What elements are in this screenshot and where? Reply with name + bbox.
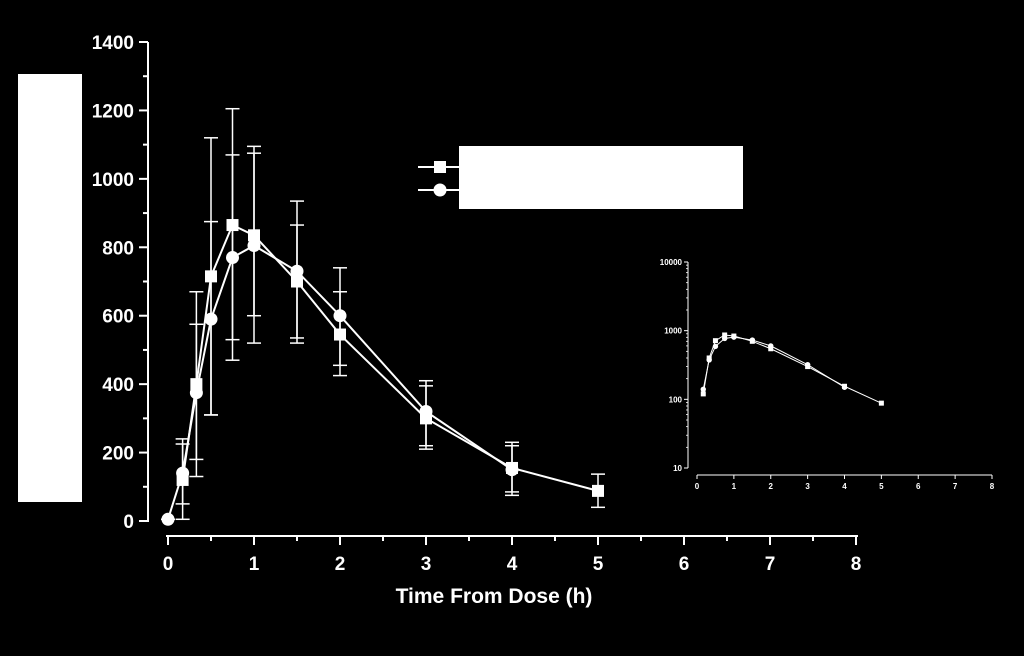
inset-x-tick-label: 3 (805, 482, 810, 491)
inset-series-circle-point (731, 334, 737, 340)
x-tick-label: 0 (163, 554, 174, 575)
inset-series-square-line (702, 334, 882, 404)
y-tick-label: 0 (123, 512, 134, 533)
inset-x-tick-label: 5 (879, 482, 884, 491)
legend-square-marker (434, 161, 446, 173)
y-tick-label: 1400 (92, 33, 134, 54)
series-circle-point (247, 239, 261, 253)
inset-x-tick-label: 2 (769, 482, 774, 491)
inset-series-square-point (722, 332, 728, 338)
inset-series-circle-point (712, 343, 719, 350)
inset-series-circle-point (706, 357, 712, 363)
inset-series-square-point (878, 400, 884, 406)
series-circle-point (189, 386, 203, 400)
y-tick-label: 600 (102, 307, 134, 328)
x-tick-label: 3 (421, 554, 432, 575)
x-tick-label: 2 (335, 554, 346, 575)
inset-series-square-point (700, 391, 706, 397)
series-circle-point (290, 264, 304, 278)
series-circle-point (419, 405, 433, 419)
inset-series-circle-point (768, 343, 774, 349)
redacted-ylabel-block (18, 74, 82, 502)
inset-y-tick-label: 1000 (664, 327, 682, 336)
series-circle-point (226, 251, 239, 265)
x-tick-label: 5 (593, 554, 604, 575)
series-circle-point (161, 512, 175, 526)
y-tick-label: 400 (102, 375, 134, 396)
inset-x-tick-label: 1 (732, 482, 737, 491)
x-tick-label: 7 (765, 554, 776, 575)
series-square-line (181, 223, 599, 492)
series-circle-point (333, 309, 347, 323)
inset-x-tick-label: 4 (842, 482, 847, 491)
x-tick-label: 6 (679, 554, 690, 575)
x-tick-label: 4 (507, 554, 518, 575)
legend (418, 146, 743, 209)
series-circle-point (176, 466, 190, 480)
y-tick-label: 1200 (92, 101, 134, 122)
inset-series-circle-point (749, 337, 756, 343)
inset-y-tick-label: 10 (673, 464, 682, 473)
legend-circle-marker (433, 183, 447, 197)
y-tick-label: 1000 (92, 170, 134, 191)
x-tick-label: 1 (249, 554, 260, 575)
series-circle-line (167, 244, 513, 520)
inset-series-circle-point (841, 384, 848, 390)
series-circle-point (505, 463, 519, 477)
inset-y-tick-label: 100 (669, 395, 683, 404)
inset-series-square-point (712, 338, 718, 344)
inset-x-tick-label: 6 (916, 482, 921, 491)
x-axis-label: Time From Dose (h) (396, 585, 593, 608)
inset-series-circle-line (702, 336, 845, 390)
y-tick-label: 800 (102, 238, 134, 259)
inset-y-tick-label: 10000 (660, 258, 683, 267)
series-square-point (592, 484, 604, 497)
redacted-legend-labels (459, 146, 743, 209)
inset-series-circle-point (721, 335, 728, 342)
series-circle-point (204, 312, 218, 326)
inset-series-circle-point (804, 361, 811, 368)
x-tick-label: 8 (851, 554, 862, 575)
inset-x-tick-label: 7 (953, 482, 958, 491)
inset-plot: 10 100 1000 10000 0 1 2 3 4 5 6 7 8 (660, 258, 995, 491)
inset-x-tick-label: 8 (990, 482, 995, 491)
inset-series-square-point (768, 346, 774, 352)
inset-x-tick-label: 0 (695, 482, 700, 491)
y-tick-label: 200 (102, 444, 134, 465)
inset-series-circle-point (700, 386, 706, 392)
